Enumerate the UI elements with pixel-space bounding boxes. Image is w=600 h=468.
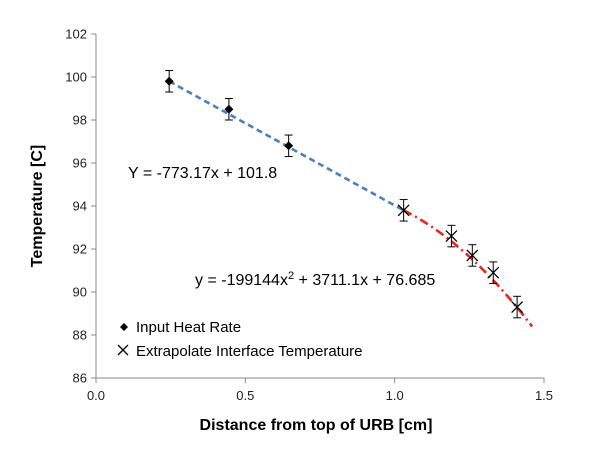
x-tick-label: 1.0	[386, 388, 404, 403]
y-tick-label: 98	[73, 113, 87, 128]
data-point-diamond	[164, 76, 174, 86]
data-point-x	[487, 266, 500, 279]
y-tick-label: 102	[65, 27, 87, 42]
legend-diamond-icon	[120, 323, 128, 331]
legend-label-extrapolate-interface-temperature: Extrapolate Interface Temperature	[136, 343, 363, 360]
y-tick-label: 88	[73, 328, 87, 343]
y-tick-label: 96	[73, 156, 87, 171]
quadratic-fit-line	[403, 209, 534, 328]
y-tick-label: 90	[73, 285, 87, 300]
y-tick-label: 100	[65, 70, 87, 85]
data-point-x-stroke	[487, 266, 500, 279]
x-tick-label: 0.0	[87, 388, 105, 403]
data-point-x	[466, 249, 479, 262]
data-point-x-stroke	[397, 204, 410, 217]
legend-label-input-heat-rate: Input Heat Rate	[136, 319, 241, 336]
x-tick-label: 1.5	[535, 388, 553, 403]
linear-fit-equation: Y = -773.17x + 101.8	[128, 165, 277, 182]
x-axis-title: Distance from top of URB [cm]	[200, 417, 433, 434]
legend: Input Heat Rate Extrapolate Interface Te…	[117, 319, 363, 360]
y-tick-label: 94	[73, 199, 87, 214]
data-point-x-stroke	[466, 249, 479, 262]
y-axis-title: Temperature [C]	[29, 145, 46, 267]
data-points	[164, 70, 524, 319]
y-tick-label: 86	[73, 371, 87, 386]
data-point-x	[445, 230, 458, 243]
data-point-diamond	[284, 141, 294, 151]
axes: 86 88 90 92 94 96 98 100 102 0.0 0.5 1.0 1.5	[65, 27, 553, 404]
x-tick-label: 0.5	[236, 388, 254, 403]
quadratic-eq-suffix: + 3711.1x + 76.685	[294, 272, 435, 289]
legend-x-icon	[117, 344, 129, 356]
data-point-diamond	[224, 104, 234, 114]
data-point-x	[511, 301, 524, 314]
y-tick-label: 92	[73, 242, 87, 257]
data-point-x	[397, 204, 410, 217]
fit-lines	[168, 80, 534, 328]
data-point-x-stroke	[511, 301, 524, 314]
quadratic-fit-equation: y = -199144x2 + 3711.1x + 76.685	[195, 270, 435, 289]
data-point-x-stroke	[445, 230, 458, 243]
quadratic-eq-prefix: y = -199144x	[195, 272, 288, 289]
quadratic-eq-superscript: 2	[288, 270, 294, 282]
